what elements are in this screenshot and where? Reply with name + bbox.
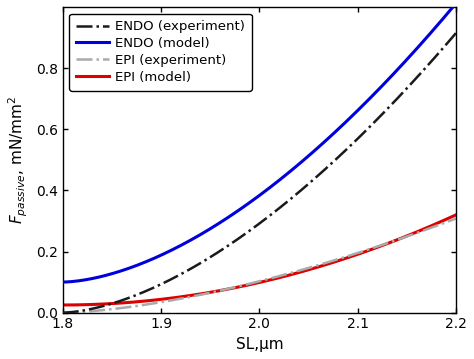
ENDO (model) (453, 1, 459, 5)
ENDO (experiment) (444, 42, 449, 46)
Line: ENDO (experiment): ENDO (experiment) (63, 33, 456, 313)
ENDO (experiment) (453, 31, 459, 35)
ENDO (experiment) (273, 209, 278, 213)
ENDO (model) (249, 199, 255, 203)
EPI (experiment) (249, 281, 255, 285)
EPI (model) (249, 282, 255, 286)
ENDO (experiment) (249, 227, 255, 231)
EPI (model) (273, 276, 278, 281)
ENDO (model) (383, 80, 388, 85)
ENDO (experiment) (60, 311, 65, 315)
EPI (experiment) (444, 220, 449, 224)
EPI (experiment) (60, 311, 65, 315)
EPI (model) (246, 283, 252, 287)
EPI (model) (60, 303, 65, 307)
EPI (model) (444, 217, 449, 221)
ENDO (model) (444, 12, 449, 17)
EPI (model) (453, 213, 459, 217)
ENDO (model) (246, 200, 252, 205)
ENDO (experiment) (383, 109, 388, 113)
EPI (experiment) (246, 281, 252, 286)
Line: EPI (model): EPI (model) (63, 215, 456, 305)
Line: ENDO (model): ENDO (model) (63, 3, 456, 282)
ENDO (model) (60, 280, 65, 284)
ENDO (model) (294, 164, 300, 168)
Legend: ENDO (experiment), ENDO (model), EPI (experiment), EPI (model): ENDO (experiment), ENDO (model), EPI (ex… (69, 14, 252, 90)
EPI (model) (294, 271, 300, 275)
Y-axis label: $F_{passive}$, mN/mm$^2$: $F_{passive}$, mN/mm$^2$ (7, 96, 30, 224)
ENDO (experiment) (246, 229, 252, 233)
Line: EPI (experiment): EPI (experiment) (63, 219, 456, 313)
X-axis label: SL,μm: SL,μm (236, 337, 283, 352)
EPI (experiment) (273, 275, 278, 279)
EPI (experiment) (383, 242, 388, 246)
ENDO (model) (273, 181, 278, 185)
ENDO (experiment) (294, 192, 300, 196)
EPI (model) (383, 242, 388, 247)
EPI (experiment) (294, 269, 300, 274)
EPI (experiment) (453, 216, 459, 221)
